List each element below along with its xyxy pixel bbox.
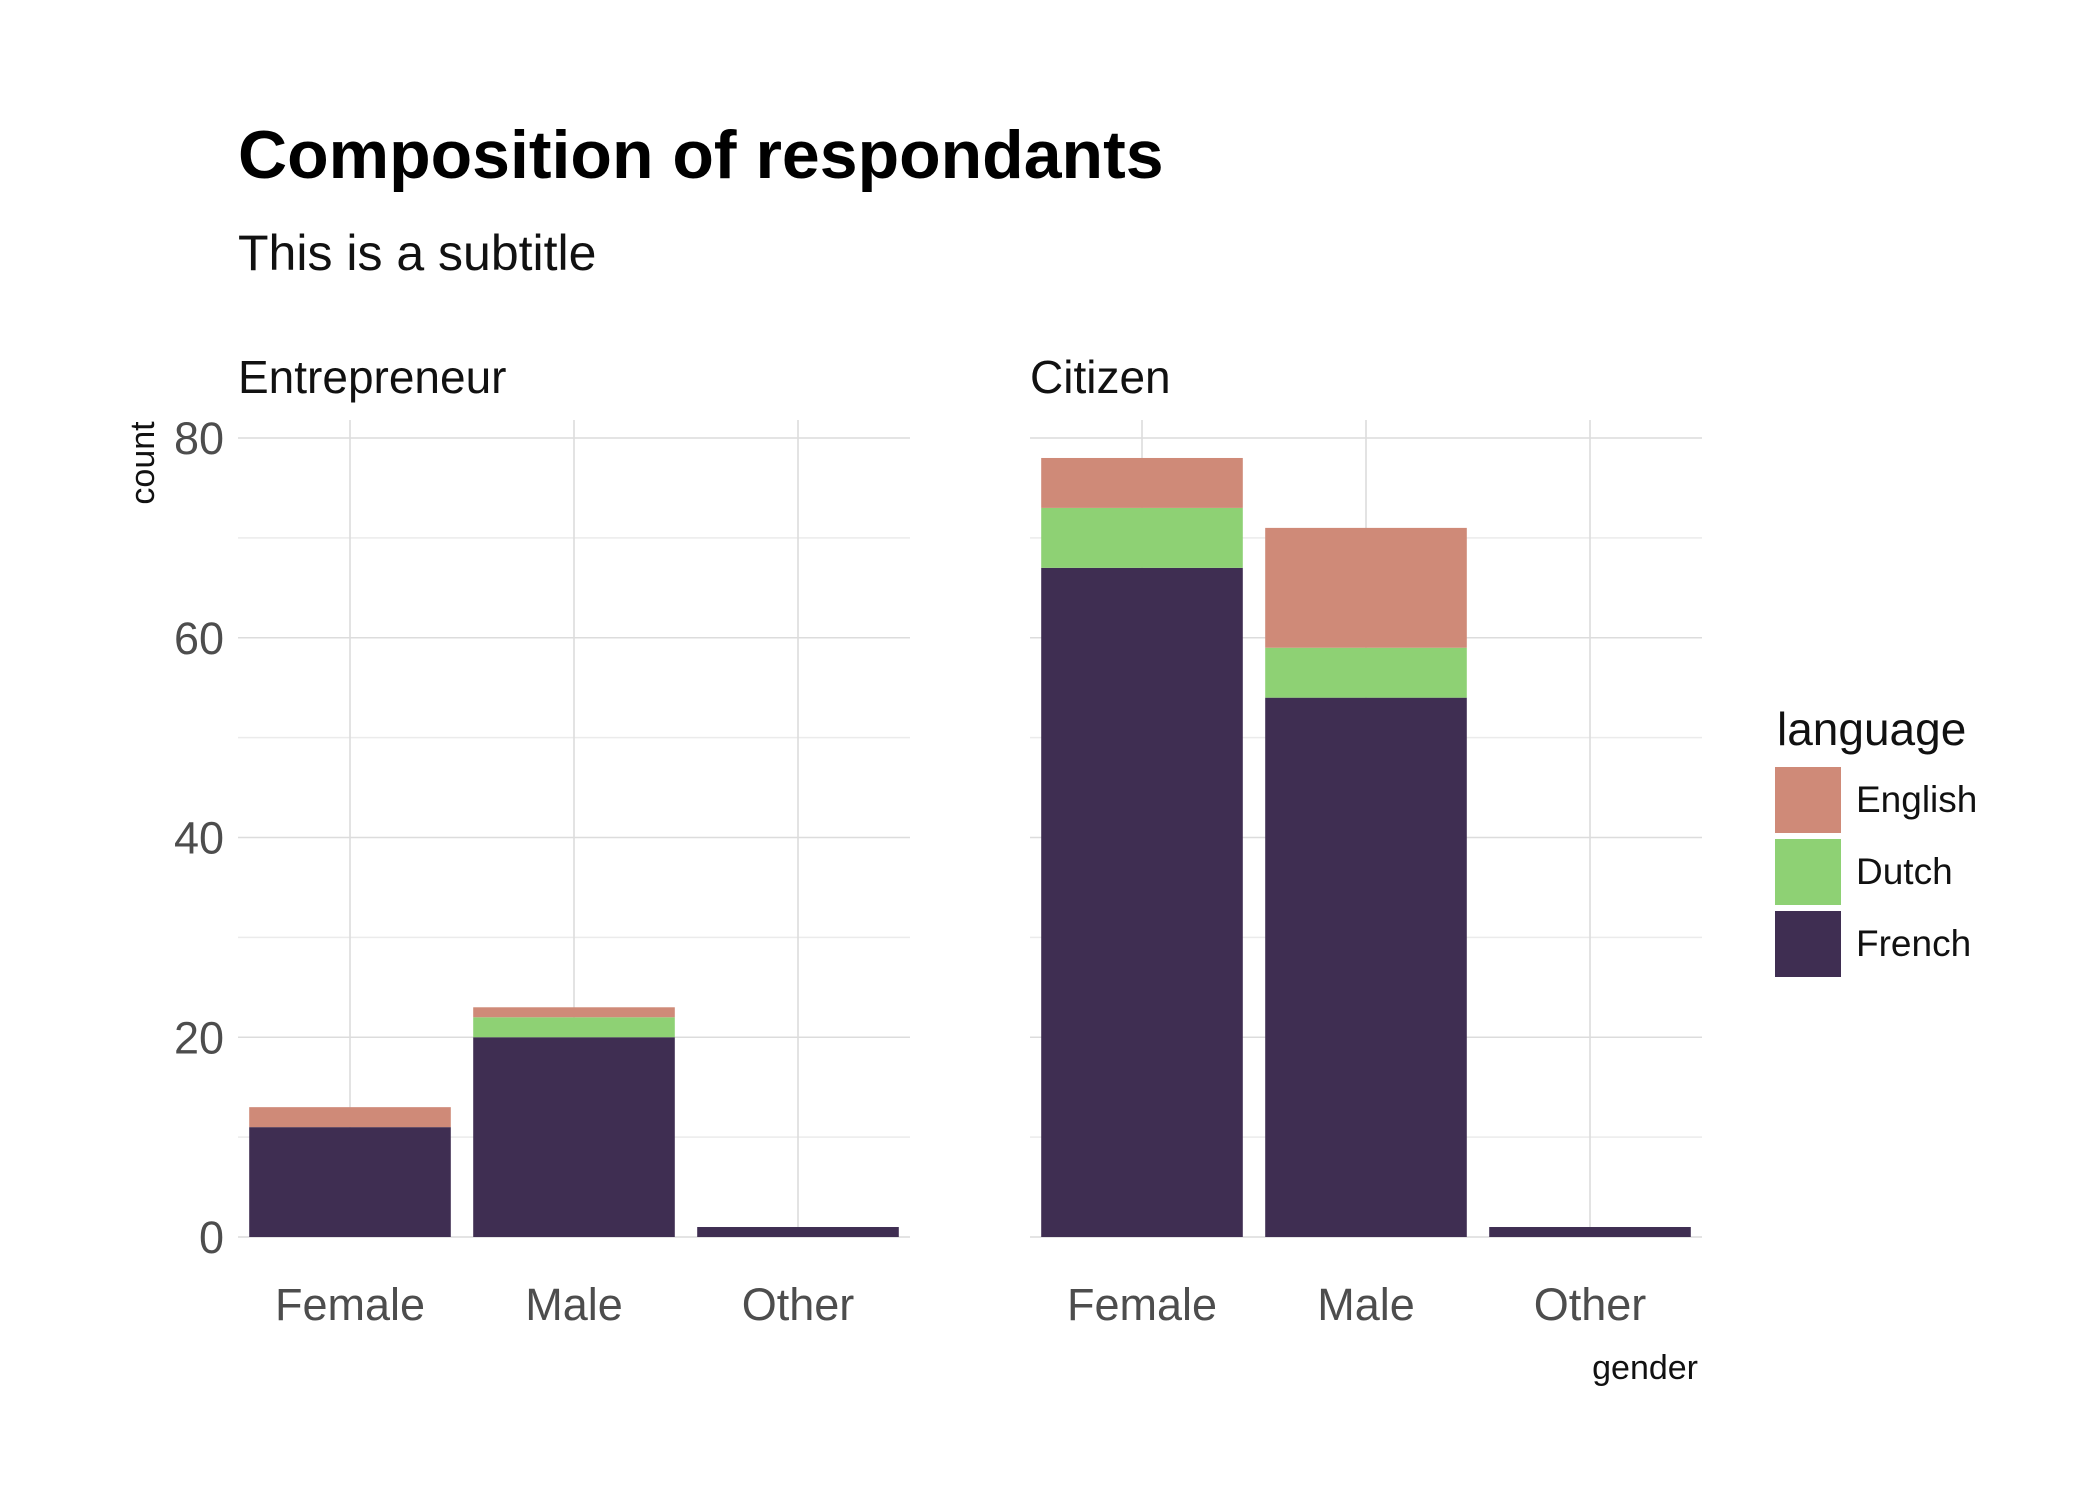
y-tick-label: 40: [174, 813, 224, 864]
bar-french-male: [1265, 697, 1467, 1237]
bar-english-female: [1041, 457, 1243, 508]
legend-key-english: [1775, 767, 1841, 833]
x-tick-label: Female: [1067, 1279, 1217, 1330]
x-tick-label: Other: [1534, 1279, 1647, 1330]
bar-english-female: [249, 1107, 451, 1128]
y-axis-title: count: [124, 421, 162, 505]
bar-french-female: [1041, 567, 1243, 1237]
y-tick-label: 80: [174, 413, 224, 464]
legend: language English Dutch French: [1775, 703, 1977, 977]
bar-french-other: [1489, 1227, 1691, 1237]
y-tick-label: 20: [174, 1012, 224, 1063]
legend-label-dutch: Dutch: [1856, 851, 1953, 892]
bar-english-male: [1265, 527, 1467, 648]
bar-dutch-male: [1265, 647, 1467, 698]
chart-subtitle: This is a subtitle: [238, 225, 596, 281]
bar-dutch-male: [473, 1017, 675, 1038]
panel-citizen: Citizen Female Male Other: [1030, 351, 1702, 1330]
legend-key-dutch: [1775, 839, 1841, 905]
x-tick-label: Female: [275, 1279, 425, 1330]
bar-dutch-female: [1041, 507, 1243, 568]
facet-label: Citizen: [1030, 351, 1171, 403]
legend-key-french: [1775, 911, 1841, 977]
panel-entrepreneur: Entrepreneur Female Male Other 0 20 40 60 80: [174, 351, 910, 1330]
x-axis-title: gender: [1592, 1349, 1698, 1387]
legend-label-english: English: [1856, 779, 1977, 820]
legend-label-french: French: [1856, 923, 1971, 964]
x-tick-label: Other: [742, 1279, 855, 1330]
bar-french-male: [473, 1037, 675, 1237]
y-tick-label: 60: [174, 613, 224, 664]
panels: Entrepreneur Female Male Other 0 20 40 60 80 Citi…: [174, 351, 1702, 1330]
bar-french-other: [697, 1227, 899, 1237]
chart-title: Composition of respondants: [238, 117, 1164, 193]
bar-english-male: [473, 1007, 675, 1018]
x-tick-label: Male: [525, 1279, 623, 1330]
bar-french-female: [249, 1127, 451, 1237]
legend-title: language: [1777, 703, 1966, 755]
facet-label: Entrepreneur: [238, 351, 507, 403]
y-tick-label: 0: [199, 1212, 224, 1263]
x-tick-label: Male: [1317, 1279, 1415, 1330]
